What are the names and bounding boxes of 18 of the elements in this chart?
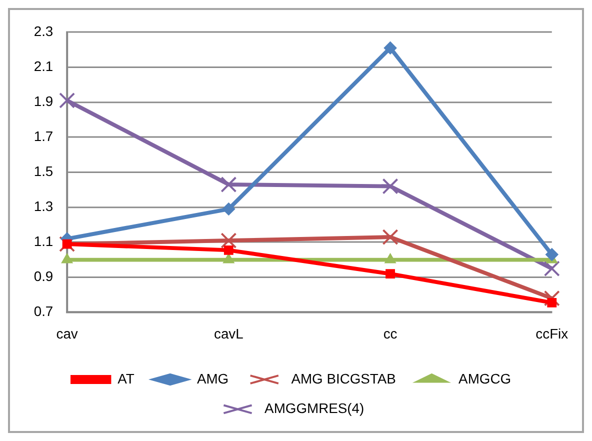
x-tick-label: cc: [383, 325, 398, 342]
legend-label: AMG: [196, 370, 229, 386]
y-tick-label: 1.5: [34, 163, 54, 180]
x-tick-label: cavL: [214, 325, 244, 342]
x-tick-label: ccFix: [536, 325, 568, 342]
legend-label: AMGCG: [458, 370, 512, 386]
y-tick-label: 1.9: [34, 93, 54, 110]
y-tick-label: 1.1: [34, 233, 54, 250]
x-tick-label: cav: [56, 325, 78, 342]
legend-label: AMGGMRES(4): [264, 400, 364, 416]
y-tick-label: 1.7: [34, 128, 54, 144]
y-tick-label: 2.3: [34, 23, 54, 40]
legend-label: AT: [118, 370, 135, 386]
y-tick-label: 0.9: [34, 268, 54, 284]
legend-label: AMG BICGSTAB: [291, 370, 396, 386]
y-tick-label: 0.7: [34, 303, 54, 320]
y-tick-label: 1.3: [34, 198, 54, 214]
y-tick-label: 2.1: [34, 58, 54, 74]
